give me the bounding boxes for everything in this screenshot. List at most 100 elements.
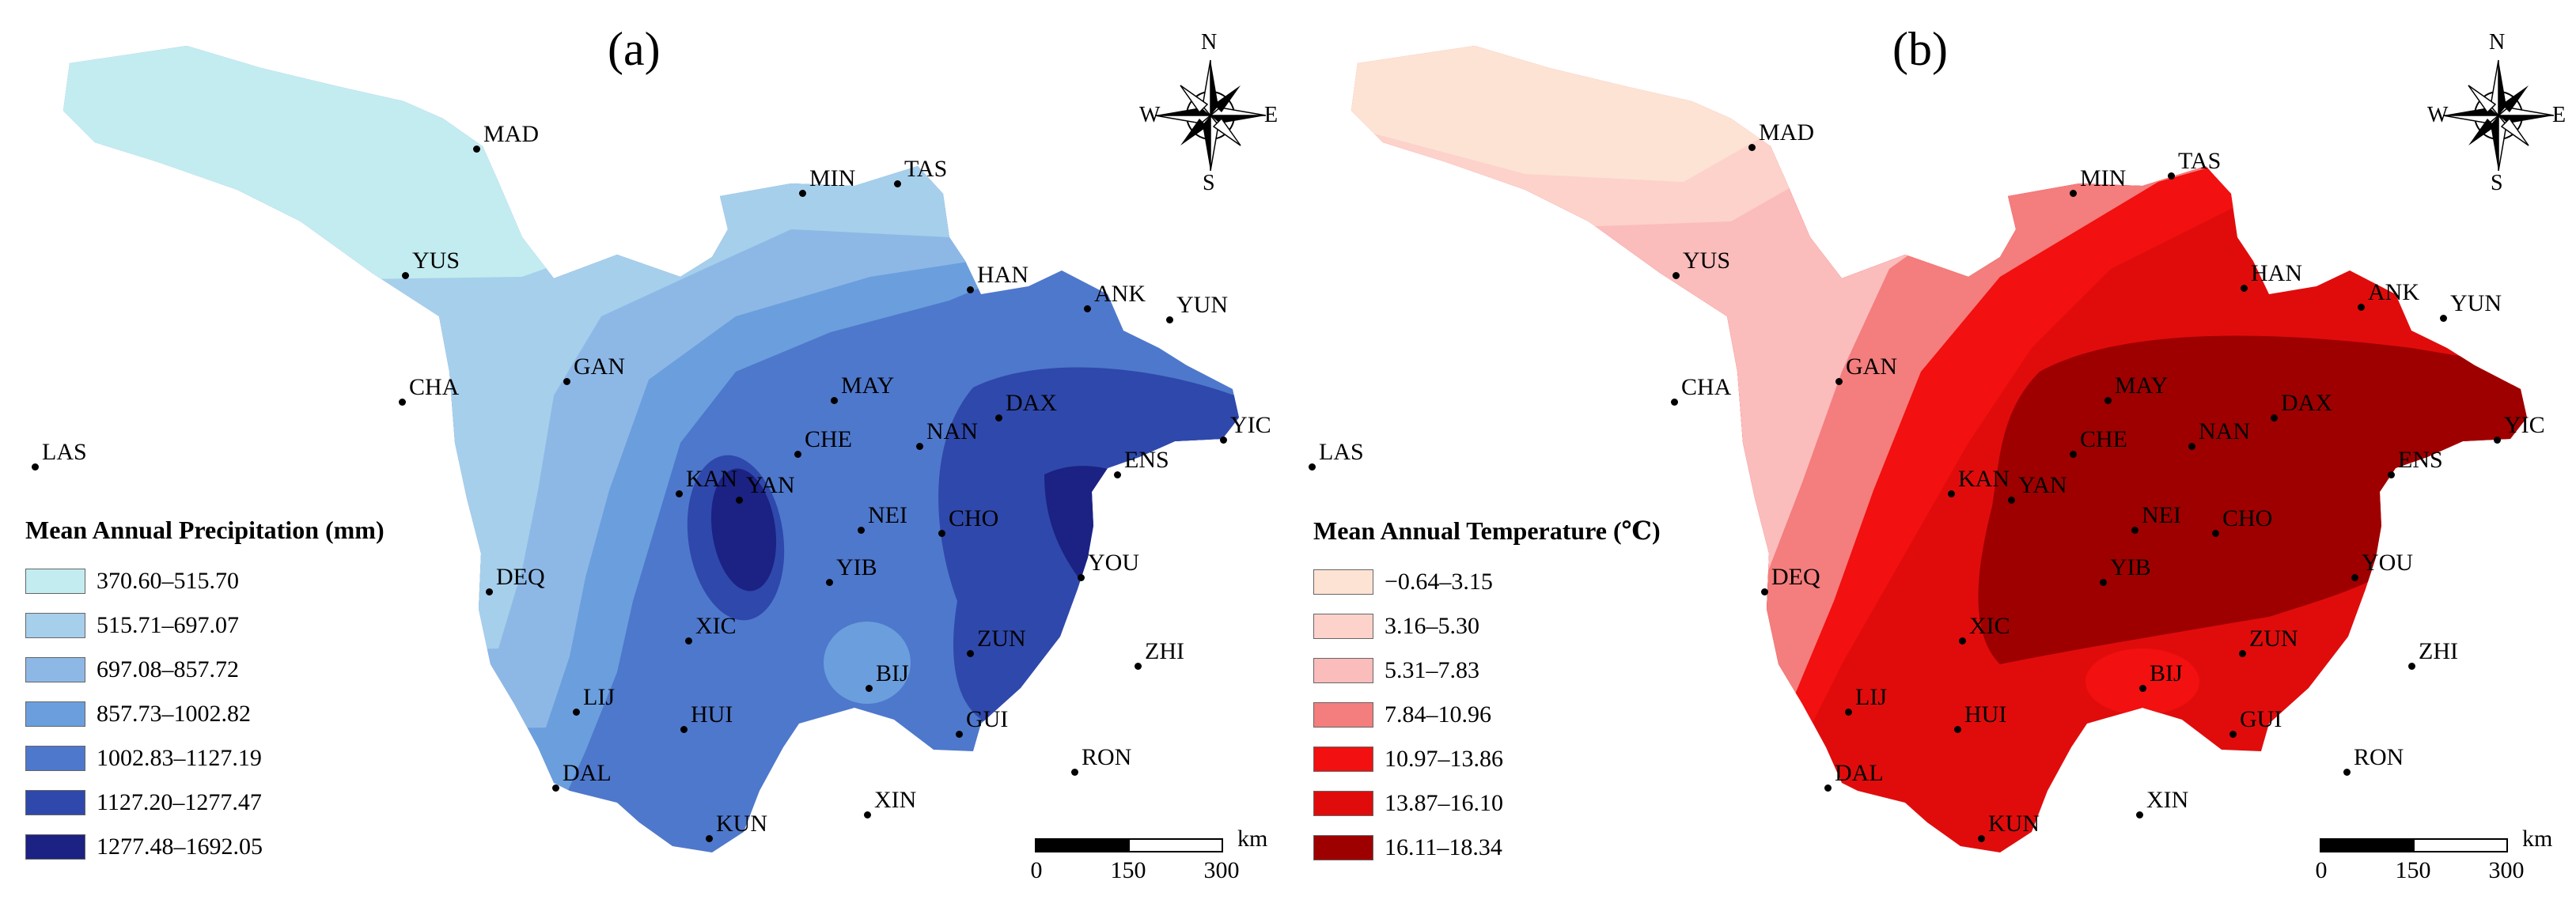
scale-bar-segment — [2413, 838, 2508, 852]
city-name: LIJ — [583, 684, 615, 710]
city-name: MIN — [809, 165, 856, 191]
city-dot-icon — [938, 530, 945, 537]
city-may: MAY — [831, 374, 894, 404]
legend-range: 10.97–13.86 — [1385, 746, 1503, 772]
city-gui: GUI — [2229, 708, 2282, 738]
city-yun: YUN — [2440, 292, 2502, 322]
city-dot-icon — [1824, 784, 1832, 792]
city-zhi: ZHI — [1135, 640, 1184, 670]
city-che: CHE — [794, 428, 852, 458]
city-dot-icon — [736, 497, 743, 504]
city-dot-icon — [685, 637, 692, 645]
city-yus: YUS — [402, 249, 460, 279]
city-nan: NAN — [2188, 420, 2250, 450]
temp-zone-neg-3 — [1351, 46, 2527, 182]
city-dot-icon — [2131, 527, 2138, 534]
north-arrow: N S W E — [1139, 30, 1282, 196]
legend-range: 370.60–515.70 — [97, 568, 239, 594]
city-dal: DAL — [1824, 762, 1884, 792]
city-name: ZHI — [2419, 638, 2458, 664]
scale-tick: 300 — [1203, 857, 1240, 883]
city-dot-icon — [1845, 709, 1852, 716]
legend-row: 370.60–515.70 — [25, 559, 385, 603]
legend-swatch — [25, 569, 85, 594]
legend-swatch — [25, 657, 85, 682]
city-dax: DAX — [995, 391, 1057, 421]
city-kan: KAN — [676, 467, 737, 497]
city-name: YOU — [1088, 550, 1139, 576]
city-name: KUN — [716, 811, 767, 837]
city-dot-icon — [2070, 190, 2077, 197]
city-dot-icon — [563, 378, 570, 385]
scale-bar: 0 150 300 km — [1030, 826, 1268, 909]
city-name: KAN — [1958, 466, 2010, 492]
compass-rose-icon — [1154, 59, 1267, 172]
city-you: YOU — [2351, 551, 2413, 581]
city-name: NEI — [2142, 502, 2181, 528]
city-min: MIN — [799, 167, 855, 197]
scale-tick: 150 — [1110, 857, 1146, 883]
legend-row: 515.71–697.07 — [25, 603, 385, 648]
city-dot-icon — [2139, 685, 2146, 692]
city-dot-icon — [1220, 437, 1227, 444]
city-dot-icon — [2388, 471, 2395, 478]
city-zhi: ZHI — [2408, 640, 2458, 670]
legend-range: 1127.20–1277.47 — [97, 789, 262, 815]
city-dot-icon — [794, 451, 801, 458]
city-lij: LIJ — [1845, 686, 1887, 716]
legend-row: 10.97–13.86 — [1313, 737, 1661, 781]
compass-n: N — [2489, 30, 2506, 55]
city-dot-icon — [1071, 769, 1078, 776]
city-name: YAN — [2018, 472, 2067, 498]
legend-row: 13.87–16.10 — [1313, 781, 1661, 826]
city-may: MAY — [2104, 374, 2168, 404]
city-xin: XIN — [2136, 788, 2188, 818]
legend-row: 7.84–10.96 — [1313, 693, 1661, 737]
legend-swatch — [1313, 835, 1373, 860]
legend-range: 3.16–5.30 — [1385, 613, 1479, 639]
city-deq: DEQ — [1761, 565, 1820, 595]
city-name: ZUN — [977, 626, 1026, 652]
city-cha: CHA — [1671, 376, 1731, 406]
city-dot-icon — [473, 146, 480, 153]
city-lij: LIJ — [573, 686, 615, 716]
precipitation-map-panel: (a) MAD MIN TAS YUS HAN ANK YUN CHA GAN MAY DAX YIC… — [25, 23, 1282, 909]
city-name: CHA — [409, 374, 460, 400]
city-tas: TAS — [2168, 149, 2221, 180]
city-zun: ZUN — [2239, 627, 2298, 657]
city-name: ANK — [2368, 279, 2419, 305]
city-dot-icon — [1309, 463, 1316, 471]
compass-s: S — [2491, 171, 2503, 195]
city-name: ENS — [1124, 447, 1169, 473]
city-dot-icon — [1978, 835, 1985, 842]
legend-row: 3.16–5.30 — [1313, 604, 1661, 648]
city-cho: CHO — [2212, 507, 2272, 537]
legend-range: −0.64–3.15 — [1385, 569, 1493, 595]
scale-bar: 0 150 300 km — [2315, 826, 2553, 909]
city-name: XIC — [1969, 613, 2010, 639]
city-name: KUN — [1988, 811, 2040, 837]
city-name: ANK — [1094, 281, 1146, 307]
scale-tick: 0 — [1030, 857, 1043, 883]
city-ank: ANK — [1084, 282, 1146, 312]
city-name: CHO — [2222, 505, 2273, 531]
city-ens: ENS — [1114, 448, 1169, 478]
legend-range: 1277.48–1692.05 — [97, 834, 263, 860]
city-dot-icon — [799, 190, 806, 197]
compass-rose-icon — [2442, 59, 2555, 172]
city-dot-icon — [2494, 437, 2501, 444]
city-yic: YIC — [2494, 414, 2545, 444]
city-dot-icon — [894, 180, 901, 187]
city-las: LAS — [32, 440, 87, 471]
city-name: TAS — [2178, 148, 2222, 174]
city-name: CHO — [949, 505, 999, 531]
city-dot-icon — [1114, 471, 1121, 478]
legend-row: 1127.20–1277.47 — [25, 781, 385, 825]
city-name: MAY — [841, 372, 895, 399]
city-dot-icon — [552, 784, 559, 792]
legend-range: 697.08–857.72 — [97, 656, 239, 682]
city-dot-icon — [2343, 769, 2351, 776]
city-yus: YUS — [1673, 249, 1730, 279]
city-dot-icon — [967, 650, 974, 657]
city-name: YOU — [2362, 550, 2413, 576]
